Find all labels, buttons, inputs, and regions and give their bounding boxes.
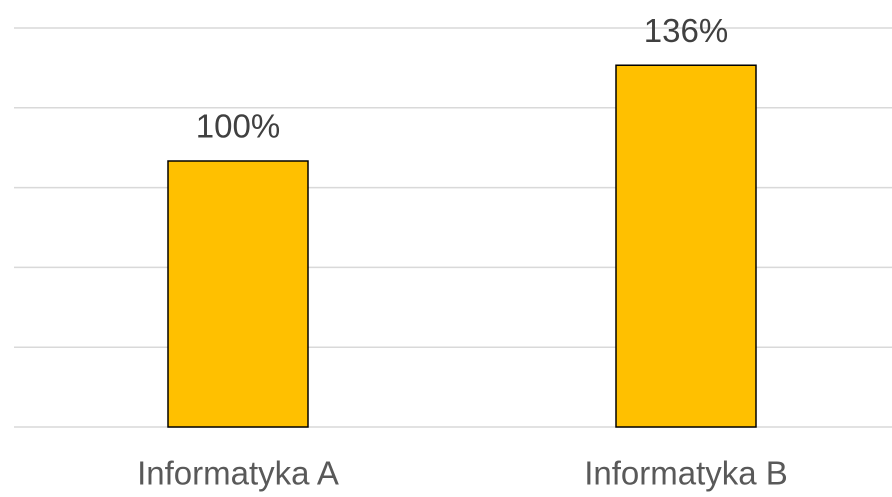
x-tick-label: Informatyka B [584, 455, 788, 492]
x-tick-label: Informatyka A [137, 455, 339, 492]
bar [167, 160, 309, 428]
bar [615, 64, 757, 428]
value-label: 136% [644, 12, 728, 49]
value-label: 100% [196, 108, 280, 145]
